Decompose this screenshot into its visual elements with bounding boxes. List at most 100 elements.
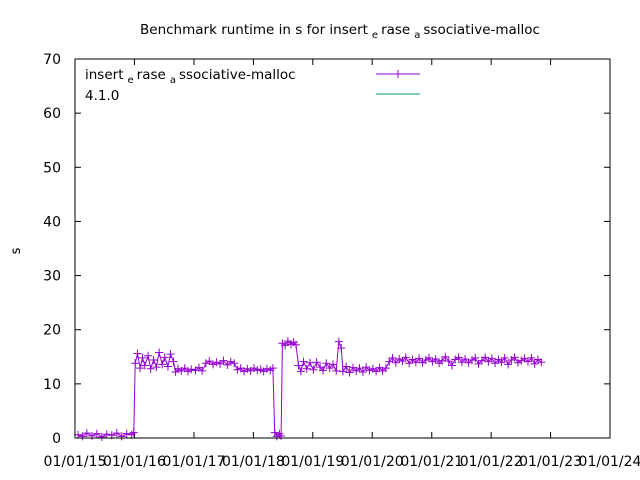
data-point-marker xyxy=(144,351,153,360)
data-point-marker xyxy=(385,357,394,366)
y-axis: 0 10 20 30 40 50 60 70 xyxy=(43,52,610,447)
data-point-marker xyxy=(332,366,341,375)
data-point-marker xyxy=(405,359,414,368)
data-point-marker xyxy=(209,360,218,369)
x-tick-label: 01/01/16 xyxy=(103,454,166,470)
y-tick-label: 60 xyxy=(43,106,61,122)
data-point-marker xyxy=(537,358,546,367)
data-point-marker xyxy=(355,364,364,373)
data-point-marker xyxy=(250,364,259,373)
data-point-marker xyxy=(345,368,354,377)
data-point-marker xyxy=(451,355,460,364)
data-point-marker xyxy=(487,354,496,363)
data-point-marker xyxy=(517,356,526,365)
data-point-marker xyxy=(325,364,334,373)
data-point-marker xyxy=(97,432,106,441)
data-point-marker xyxy=(441,352,450,361)
data-point-marker xyxy=(277,431,286,440)
data-point-marker xyxy=(268,364,277,373)
y-tick-label: 30 xyxy=(43,269,61,285)
data-point-marker xyxy=(338,367,347,376)
data-point-marker xyxy=(102,430,111,439)
data-point-marker xyxy=(233,365,242,374)
x-tick-label: 01/01/15 xyxy=(44,454,107,470)
data-point-marker xyxy=(292,340,301,349)
data-point-marker xyxy=(481,353,490,362)
data-point-marker xyxy=(122,429,131,438)
x-tick-label: 01/01/24 xyxy=(579,454,640,470)
data-point-marker xyxy=(155,348,164,357)
data-point-marker xyxy=(306,358,315,367)
data-point-marker xyxy=(299,357,308,366)
data-point-marker xyxy=(138,353,147,362)
data-point-marker xyxy=(201,359,210,368)
data-point-marker xyxy=(133,349,142,358)
data-point-marker xyxy=(296,367,305,376)
data-point-marker xyxy=(497,358,506,367)
data-point-marker xyxy=(262,364,271,373)
x-tick-label: 01/01/19 xyxy=(281,454,344,470)
data-point-marker xyxy=(312,358,321,367)
data-point-marker xyxy=(362,363,371,372)
data-point-marker xyxy=(457,358,466,367)
data-point-marker xyxy=(275,429,284,438)
data-point-marker xyxy=(398,357,407,366)
data-point-marker xyxy=(160,353,169,362)
data-point-marker xyxy=(158,360,167,369)
data-point-marker xyxy=(163,362,172,371)
data-point-marker xyxy=(129,428,138,437)
data-point-marker xyxy=(78,432,87,441)
data-point-marker xyxy=(527,353,536,362)
data-point-marker xyxy=(205,357,214,366)
data-point-marker xyxy=(530,359,539,368)
data-point-marker xyxy=(117,432,126,441)
data-point-marker xyxy=(447,361,456,370)
data-point-marker xyxy=(504,360,513,369)
data-point-marker xyxy=(337,344,346,353)
data-point-marker xyxy=(212,358,221,367)
data-point-marker xyxy=(334,337,343,346)
data-point-marker xyxy=(149,356,158,365)
data-point-marker xyxy=(411,358,420,367)
data-point-marker xyxy=(82,429,91,438)
data-point-marker xyxy=(514,358,523,367)
data-point-marker xyxy=(461,354,470,363)
data-point-marker xyxy=(328,360,337,369)
data-point-marker xyxy=(523,357,532,366)
y-tick-label: 20 xyxy=(43,323,61,339)
data-point-marker xyxy=(322,359,331,368)
data-point-marker xyxy=(219,356,228,365)
chart-title: Benchmark runtime in s for insert e rase a s… xyxy=(140,22,540,41)
data-point-marker xyxy=(198,366,207,375)
y-tick-label: 10 xyxy=(43,377,61,393)
data-point-marker xyxy=(146,364,155,373)
data-point-marker xyxy=(477,356,486,365)
data-point-marker xyxy=(342,362,351,371)
data-point-marker xyxy=(236,364,245,373)
data-point-marker xyxy=(454,353,463,362)
data-point-marker xyxy=(425,353,434,362)
data-point-marker xyxy=(302,364,311,373)
data-point-marker xyxy=(223,360,232,369)
x-tick-label: 01/01/23 xyxy=(519,454,582,470)
y-axis-label: s xyxy=(9,247,24,254)
data-point-marker xyxy=(438,356,447,365)
data-point-marker xyxy=(140,361,149,370)
data-point-marker xyxy=(216,359,225,368)
x-axis: 01/01/1501/01/1601/01/1701/01/1801/01/19… xyxy=(44,59,640,470)
legend-plus-marker xyxy=(394,70,402,78)
data-point-marker xyxy=(491,359,500,368)
data-point-marker xyxy=(187,365,196,374)
data-point-marker xyxy=(388,353,397,362)
data-point-marker xyxy=(253,366,262,375)
data-point-marker xyxy=(127,430,136,439)
series-insert-erase-associative-malloc-markers xyxy=(74,337,546,441)
data-point-marker xyxy=(415,354,424,363)
data-point-marker xyxy=(226,357,235,366)
data-point-marker xyxy=(510,353,519,362)
legend-entry-1-marker xyxy=(394,70,402,78)
data-point-marker xyxy=(372,367,381,376)
legend-entry-1-label: insert e rase a ssociative-malloc xyxy=(85,67,296,86)
